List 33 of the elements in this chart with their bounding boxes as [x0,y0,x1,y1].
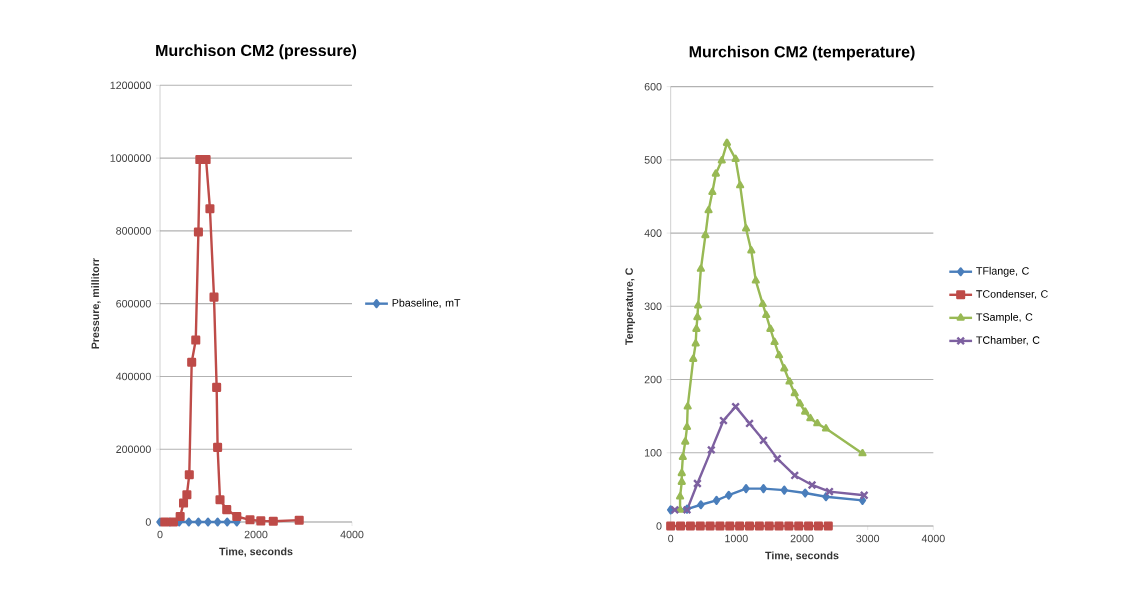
x-tick-label: 2000 [790,534,814,543]
y-tick-label: 0 [656,522,662,530]
x-tick-label: 0 [668,534,674,543]
y-tick-label: 400000 [115,372,151,381]
y-tick-label: 0 [145,518,151,526]
y-tick-label: 200000 [116,445,151,453]
x-tick-label: 1000 [725,534,748,543]
legend-label: TFlange, C [976,266,1029,277]
x-axis-title: Time, seconds [219,547,293,557]
legend-label: TChamber, C [976,336,1040,346]
y-tick-label: 1000000 [110,154,151,162]
x-axis-title: Time, seconds [765,551,839,561]
x-tick-label: 4000 [921,534,945,543]
x-tick-label: 3000 [856,534,880,543]
y-tick-label: 200 [644,375,662,384]
x-tick-label: 4000 [340,530,364,539]
y-tick-label: 600000 [116,299,151,308]
y-tick-label: 400 [644,229,662,237]
y-tick-label: 300 [644,302,662,311]
y-tick-label: 500 [644,156,662,164]
y-axis-title: Pressure, millitorr [91,258,101,349]
y-axis-title: Temperature, C [625,267,636,345]
y-tick-label: 600 [644,82,662,91]
y-tick-label: 800000 [116,227,151,235]
x-tick-label: 2000 [244,530,268,539]
chart-title: Murchison CM2 (temperature) [689,45,915,61]
legend-label: Pbaseline, mT [392,298,461,308]
legend-label: TCondenser, C [976,289,1048,300]
y-tick-label: 1200000 [110,81,151,90]
chart-title: Murchison CM2 (pressure) [156,44,357,60]
x-tick-label: 0 [157,530,163,539]
legend-label: TSample, C [976,312,1033,323]
y-tick-label: 100 [644,448,662,457]
